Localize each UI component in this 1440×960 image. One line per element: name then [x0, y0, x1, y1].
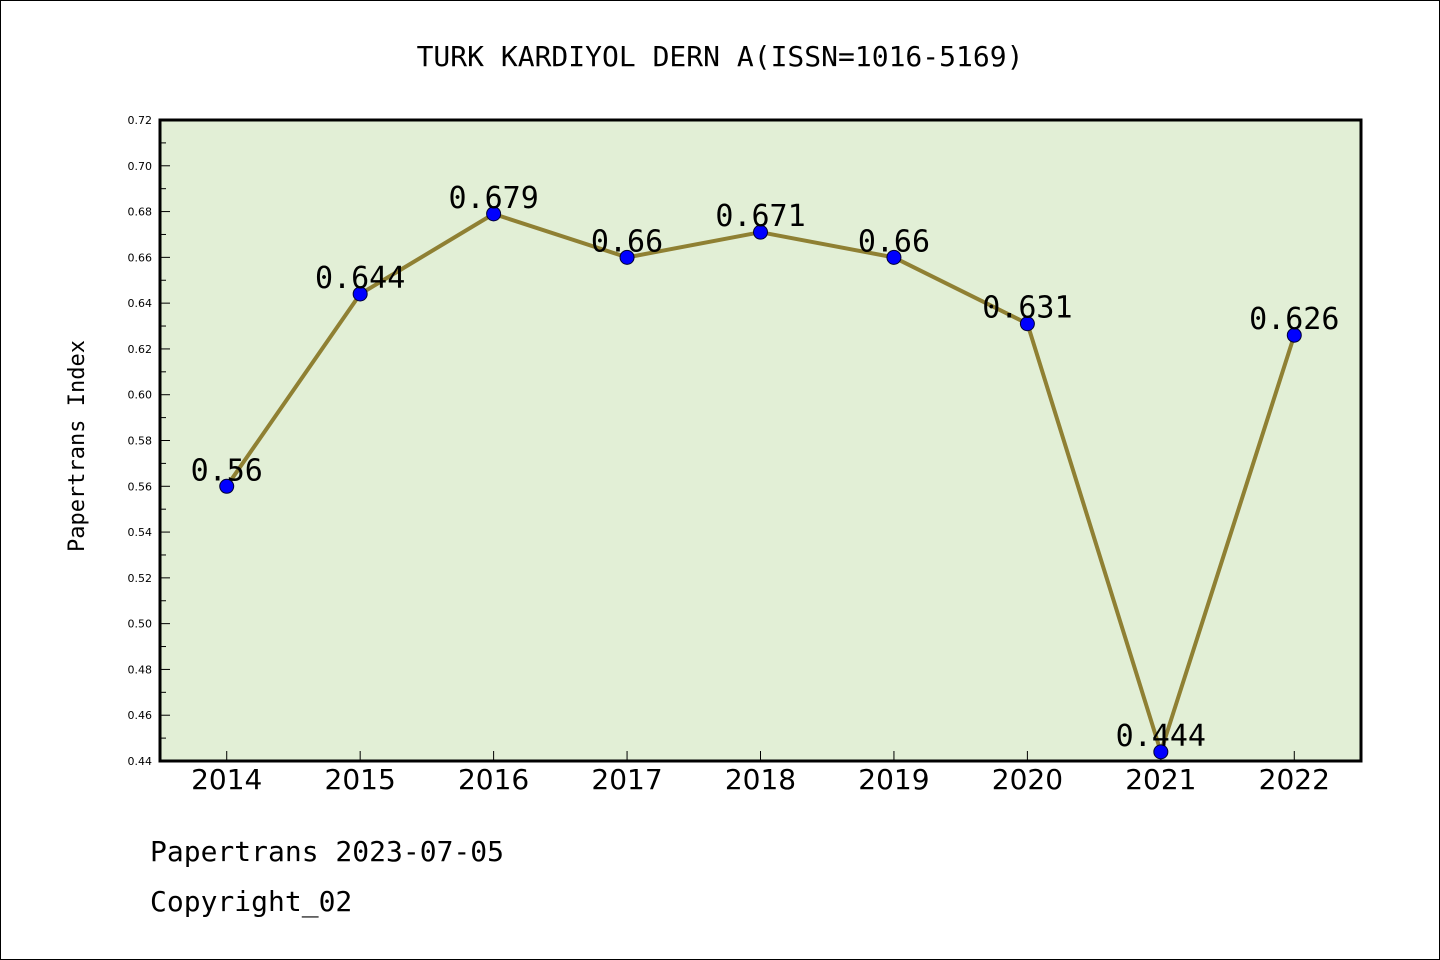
data-label: 0.679: [448, 181, 538, 216]
y-tick-label: 0.72: [128, 114, 153, 127]
data-point: [486, 206, 502, 222]
y-tick-label: 0.52: [128, 572, 153, 585]
y-tick-label: 0.48: [128, 663, 153, 676]
data-label: 0.671: [715, 199, 805, 234]
data-markers: [219, 206, 1302, 760]
y-tick-label: 0.56: [128, 480, 153, 493]
x-tick-label: 2021: [1125, 763, 1196, 796]
y-tick-label: 0.46: [128, 709, 153, 722]
data-point: [886, 249, 902, 265]
data-point: [352, 286, 368, 302]
data-label: 0.631: [982, 291, 1072, 326]
y-tick-label: 0.64: [128, 297, 153, 310]
data-point: [1019, 316, 1035, 332]
y-tick-label: 0.70: [128, 160, 153, 173]
y-tick-label: 0.60: [128, 389, 153, 402]
x-tick-label: 2017: [591, 763, 662, 796]
data-label: 0.66: [858, 224, 930, 259]
data-label: 0.444: [1116, 719, 1206, 754]
footer-date: Papertrans 2023-07-05: [150, 835, 505, 868]
x-tick-label: 2014: [191, 763, 262, 796]
data-label: 0.66: [591, 224, 663, 259]
data-label: 0.644: [315, 261, 405, 296]
y-axis-label: Papertrans Index: [65, 340, 90, 552]
data-point: [219, 478, 235, 494]
x-tick-label: 2015: [325, 763, 396, 796]
data-point: [1153, 744, 1169, 760]
y-tick-label: 0.54: [128, 526, 153, 539]
data-point: [619, 249, 635, 265]
y-axis: 0.44 0.46 0.48 0.50 0.52 0.54 0.56 0.58 0.60 0.62…: [128, 114, 170, 768]
y-tick-label: 0.66: [128, 251, 153, 264]
data-point: [1286, 327, 1302, 343]
y-tick-label: 0.62: [128, 343, 153, 356]
footer-copyright: Copyright_02: [150, 885, 353, 918]
y-tick-label: 0.68: [128, 206, 153, 219]
data-labels: 0.56 0.644 0.679 0.66 0.671 0.66 0.631 0.444 0.6…: [191, 181, 1340, 754]
y-tick-label: 0.50: [128, 618, 153, 631]
y-tick-label: 0.58: [128, 435, 153, 448]
y-tick-label: 0.44: [128, 755, 153, 768]
x-axis: 2014 2015 2016 2017 2018 2019 2020 2021 2022: [191, 751, 1330, 796]
x-tick-label: 2018: [725, 763, 796, 796]
chart-title: TURK KARDIYOL DERN A(ISSN=1016-5169): [417, 40, 1024, 73]
data-point: [753, 224, 768, 240]
x-tick-label: 2019: [858, 763, 929, 796]
plot-border: [158, 118, 1363, 763]
x-tick-label: 2020: [992, 763, 1063, 796]
x-tick-label: 2022: [1259, 763, 1330, 796]
x-tick-label: 2016: [458, 763, 529, 796]
data-label: 0.626: [1249, 302, 1339, 337]
data-label: 0.56: [191, 453, 263, 488]
